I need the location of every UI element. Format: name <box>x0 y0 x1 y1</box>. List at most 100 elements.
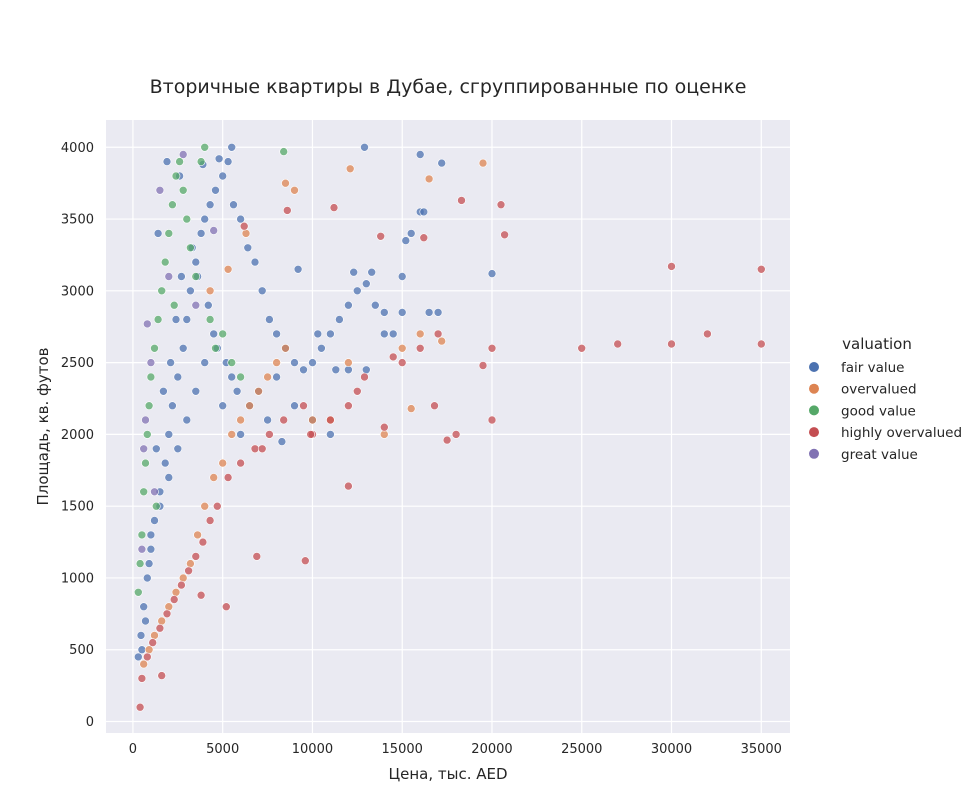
point-overvalued <box>272 358 281 367</box>
point-good-value <box>160 257 170 267</box>
point-highly-overvalued <box>329 203 339 212</box>
point-highly-overvalued <box>487 415 497 425</box>
point-highly-overvalued <box>155 623 165 633</box>
point-fair-value <box>313 329 323 339</box>
point-highly-overvalued <box>157 671 166 680</box>
point-great-value <box>164 272 174 281</box>
point-highly-overvalued <box>213 501 222 511</box>
point-fair-value <box>326 430 335 439</box>
y-tick-label: 1500 <box>61 500 94 515</box>
point-good-value <box>200 143 209 152</box>
point-fair-value <box>191 386 201 396</box>
point-fair-value <box>218 171 227 181</box>
point-highly-overvalued <box>169 595 179 604</box>
point-fair-value <box>200 214 209 224</box>
point-overvalued <box>263 372 272 382</box>
point-fair-value <box>144 559 154 568</box>
point-fair-value <box>171 315 181 324</box>
point-fair-value <box>143 573 152 583</box>
point-fair-value <box>136 631 146 640</box>
y-tick-label: 500 <box>69 643 94 658</box>
point-fair-value <box>182 315 192 324</box>
legend-marker <box>809 383 819 394</box>
y-tick-label: 3000 <box>61 284 94 299</box>
point-good-value <box>153 315 163 324</box>
point-fair-value <box>406 229 416 238</box>
point-fair-value <box>164 473 174 482</box>
legend: valuation fair value overvalued good value… <box>809 335 962 463</box>
point-overvalued <box>308 415 317 425</box>
point-highly-overvalued <box>430 401 439 411</box>
point-overvalued <box>178 573 188 583</box>
legend-marker <box>809 448 819 459</box>
point-good-value <box>182 214 192 224</box>
x-axis-label: Цена, тыс. AED <box>388 765 507 783</box>
point-fair-value <box>335 315 344 324</box>
point-fair-value <box>361 279 371 289</box>
point-fair-value <box>360 143 369 152</box>
point-fair-value <box>326 329 335 339</box>
x-tick-label: 35000 <box>741 742 782 757</box>
point-good-value <box>150 343 159 353</box>
point-highly-overvalued <box>177 580 186 590</box>
point-fair-value <box>437 158 447 168</box>
point-highly-overvalued <box>306 430 316 439</box>
point-overvalued <box>245 401 254 411</box>
point-overvalued <box>478 158 488 168</box>
point-fair-value <box>227 143 236 152</box>
point-overvalued <box>406 404 416 413</box>
point-highly-overvalued <box>252 552 262 561</box>
point-good-value <box>279 147 289 156</box>
plot-background <box>106 120 790 733</box>
point-highly-overvalued <box>196 590 206 600</box>
point-highly-overvalued <box>344 481 353 491</box>
point-overvalued <box>227 430 236 439</box>
point-good-value <box>152 501 161 511</box>
point-highly-overvalued <box>379 422 389 432</box>
y-tick-label: 3500 <box>61 213 94 228</box>
point-highly-overvalued <box>442 435 452 445</box>
legend-title: valuation <box>842 335 912 353</box>
point-fair-value <box>433 308 443 317</box>
point-highly-overvalued <box>236 458 245 468</box>
point-fair-value <box>223 157 233 166</box>
point-fair-value <box>415 150 425 159</box>
point-overvalued <box>200 501 209 511</box>
point-overvalued <box>139 659 148 669</box>
point-fair-value <box>236 430 245 439</box>
point-great-value <box>155 186 165 195</box>
point-fair-value <box>168 401 177 411</box>
point-highly-overvalued <box>360 372 369 382</box>
point-fair-value <box>182 415 192 425</box>
point-fair-value <box>159 386 168 396</box>
y-tick-label: 0 <box>86 715 94 730</box>
y-tick-label: 2500 <box>61 356 94 371</box>
point-overvalued <box>171 587 181 597</box>
point-highly-overvalued <box>703 329 712 339</box>
point-good-value <box>168 200 177 209</box>
point-great-value <box>141 415 150 425</box>
point-great-value <box>178 150 188 159</box>
point-good-value <box>134 587 143 597</box>
point-fair-value <box>487 269 497 278</box>
x-tick-label: 20000 <box>471 742 512 757</box>
point-good-value <box>137 530 147 540</box>
chart-title: Вторичные квартиры в Дубае, сгруппирован… <box>150 76 747 98</box>
point-highly-overvalued <box>352 386 362 396</box>
point-fair-value <box>331 365 341 375</box>
legend-label: highly overvalued <box>841 425 962 441</box>
x-tick-label: 15000 <box>382 742 423 757</box>
point-overvalued <box>397 343 407 353</box>
point-good-value <box>141 458 150 468</box>
point-good-value <box>171 171 181 181</box>
point-highly-overvalued <box>326 415 335 425</box>
point-highly-overvalued <box>148 638 157 647</box>
point-great-value <box>191 300 201 310</box>
point-great-value <box>143 319 152 329</box>
point-fair-value <box>352 286 362 296</box>
x-tick-label: 25000 <box>561 742 602 757</box>
point-highly-overvalued <box>265 430 274 439</box>
point-highly-overvalued <box>223 473 233 482</box>
point-fair-value <box>173 444 183 454</box>
